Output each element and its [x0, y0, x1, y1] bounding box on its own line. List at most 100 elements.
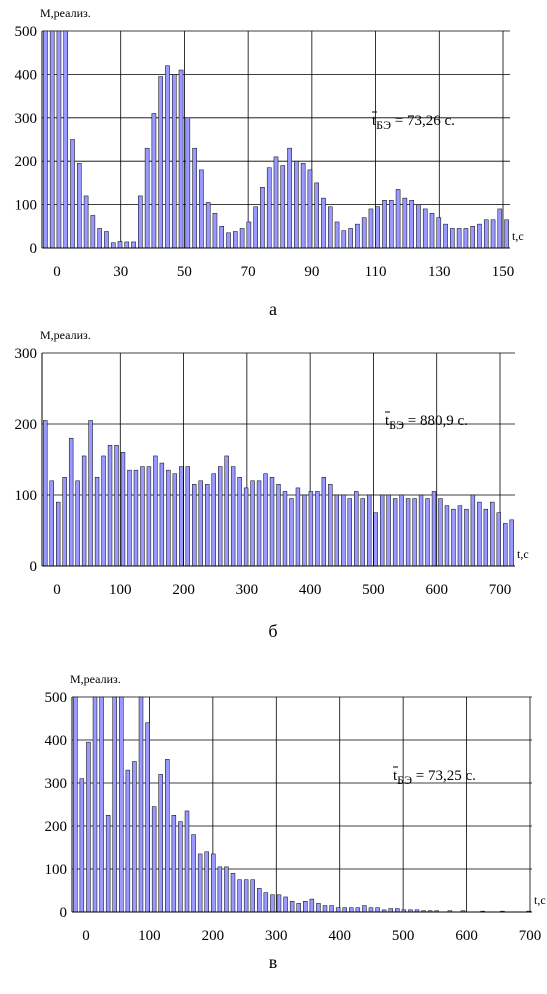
bar — [56, 501, 61, 567]
bar — [205, 202, 211, 249]
bar — [444, 505, 450, 567]
bar — [368, 907, 374, 913]
bar — [49, 30, 55, 249]
bar — [138, 195, 143, 249]
bar — [405, 498, 411, 567]
bar — [388, 908, 393, 913]
x-tick-label: 600 — [455, 928, 478, 944]
bar — [321, 477, 327, 567]
bar — [151, 806, 157, 913]
bar — [361, 217, 367, 249]
bar — [138, 696, 144, 913]
x-tick-label: 110 — [365, 264, 387, 280]
y-tick-label: 0 — [30, 559, 38, 575]
x-tick-label: 100 — [138, 928, 161, 944]
bar — [409, 200, 414, 249]
bar — [230, 466, 236, 567]
bar — [99, 696, 104, 913]
bar — [316, 903, 321, 913]
bar — [309, 898, 315, 913]
bar — [112, 696, 117, 913]
bar — [212, 213, 218, 249]
bar — [477, 223, 482, 249]
bar — [450, 228, 455, 249]
y-tick-label: 100 — [15, 488, 38, 504]
bar — [158, 774, 163, 913]
bar — [158, 76, 163, 249]
x-tick-label: 130 — [428, 264, 451, 280]
bar — [263, 473, 268, 567]
x-tick-label: 150 — [492, 264, 515, 280]
bar — [354, 491, 359, 567]
bar — [105, 815, 111, 913]
bar — [295, 487, 301, 567]
annotation-symbol: t — [372, 113, 377, 129]
y-tick-label: 100 — [15, 198, 38, 214]
y-axis-label: M,реализ. — [40, 328, 91, 342]
caption: в — [269, 952, 278, 972]
x-tick-label: 0 — [53, 264, 61, 280]
bar — [43, 30, 48, 249]
bar — [335, 907, 341, 913]
bar — [470, 226, 475, 249]
bar — [185, 466, 190, 567]
bar — [165, 65, 170, 249]
bar — [256, 480, 262, 567]
bar — [308, 491, 314, 567]
bar — [382, 200, 387, 249]
bar — [399, 494, 404, 567]
annotation-subscript: БЭ — [397, 773, 412, 787]
x-tick-label: 50 — [177, 264, 192, 280]
y-tick-label: 300 — [15, 346, 38, 362]
bar — [90, 215, 96, 249]
x-tick-label: 700 — [489, 582, 512, 598]
x-tick-label: 0 — [53, 582, 61, 598]
bar — [250, 879, 255, 913]
bar — [355, 223, 360, 249]
bar — [73, 696, 78, 913]
bar — [77, 163, 82, 249]
bar — [477, 501, 482, 567]
x-tick-label: 300 — [265, 928, 288, 944]
bar — [219, 226, 225, 249]
bar — [463, 228, 469, 249]
bar — [233, 231, 238, 249]
y-tick-label: 400 — [15, 67, 38, 83]
bar — [321, 197, 326, 249]
bar — [289, 498, 294, 567]
bar — [171, 74, 177, 249]
bar — [75, 480, 80, 567]
bar — [127, 469, 132, 567]
bar — [329, 905, 334, 913]
bar — [165, 759, 170, 913]
bar — [49, 480, 54, 567]
bar — [302, 494, 307, 567]
bar — [68, 437, 74, 567]
bar — [503, 523, 508, 567]
bar — [379, 494, 385, 567]
y-tick-label: 300 — [15, 111, 38, 127]
bar — [226, 232, 231, 249]
bar — [178, 69, 184, 249]
bar — [43, 420, 48, 567]
bar — [422, 208, 428, 249]
bar — [307, 169, 313, 249]
bar — [146, 466, 152, 567]
bar — [250, 480, 255, 567]
bar — [456, 228, 462, 249]
bar — [125, 769, 131, 913]
bar — [145, 722, 150, 913]
bar — [497, 208, 503, 249]
x-tick-label: 700 — [519, 928, 542, 944]
bar — [266, 167, 272, 249]
bar — [395, 189, 401, 249]
x-tick-label: 400 — [299, 582, 322, 598]
bar — [416, 204, 421, 249]
bar — [166, 469, 171, 567]
bar — [171, 815, 177, 913]
bar — [367, 494, 372, 567]
bar — [443, 223, 448, 249]
x-tick-label: 30 — [113, 264, 128, 280]
bar — [418, 494, 424, 567]
bar — [92, 696, 98, 913]
